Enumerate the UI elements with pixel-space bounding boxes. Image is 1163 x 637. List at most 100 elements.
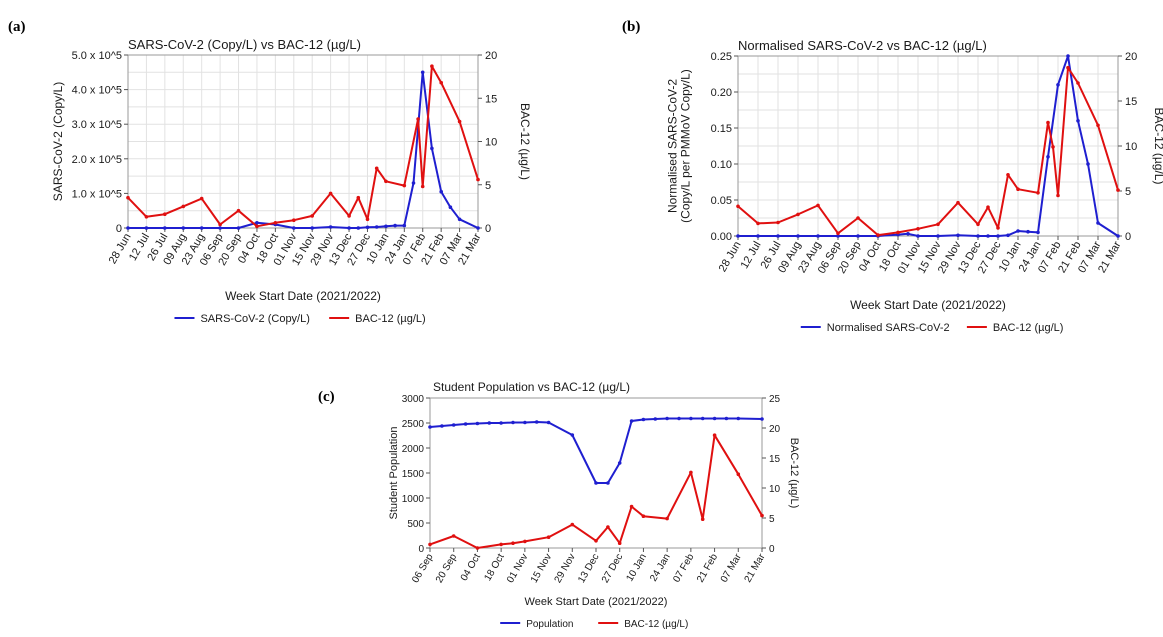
data-point <box>736 416 741 421</box>
data-point <box>347 226 351 230</box>
data-point <box>916 227 920 231</box>
y-axis-label-line: Student Population <box>388 427 400 520</box>
y2-tick-label: 15 <box>1125 96 1137 108</box>
data-point <box>570 433 575 437</box>
data-point <box>273 221 278 225</box>
data-point <box>760 417 764 421</box>
y-axis-label: Student Population <box>388 427 400 520</box>
data-point <box>1116 188 1120 192</box>
data-point <box>776 234 780 238</box>
series-right <box>736 65 1120 237</box>
data-point <box>712 433 717 438</box>
data-point <box>439 80 444 85</box>
data-point <box>606 481 610 485</box>
y-tick-label: 5.0 x 10^5 <box>72 50 122 62</box>
data-point <box>328 225 333 229</box>
y-tick-label: 2500 <box>402 419 425 430</box>
legend-label: SARS-CoV-2 (Copy/L) <box>200 313 309 325</box>
y-tick-label: 0.25 <box>711 51 732 63</box>
data-point <box>457 217 462 222</box>
data-point <box>411 181 416 185</box>
data-point <box>689 470 693 475</box>
data-point <box>1076 119 1080 123</box>
data-point <box>1086 162 1090 166</box>
data-point <box>1016 187 1020 191</box>
y2-tick-label: 15 <box>485 93 497 105</box>
panel-letter: (c) <box>318 389 335 405</box>
data-point <box>996 234 1000 238</box>
data-point <box>440 424 444 428</box>
data-point <box>665 516 669 521</box>
data-point <box>1066 54 1070 58</box>
data-point <box>428 425 432 429</box>
series-left <box>736 54 1120 238</box>
data-point <box>163 226 167 230</box>
data-point <box>457 119 462 124</box>
data-point <box>199 226 204 230</box>
chart-title: SARS-CoV-2 (Copy/L) vs BAC-12 (µg/L) <box>128 37 361 52</box>
data-point <box>1116 234 1120 238</box>
data-point <box>896 230 900 235</box>
data-point <box>487 421 492 425</box>
series-line <box>429 417 763 484</box>
data-point <box>736 204 740 209</box>
legend-label: BAC-12 (µg/L) <box>355 313 426 325</box>
series-left <box>428 416 764 485</box>
data-point <box>428 542 432 547</box>
y2-tick-label: 15 <box>769 454 781 465</box>
data-point <box>546 420 551 425</box>
data-point <box>144 215 149 219</box>
data-point <box>956 233 960 238</box>
data-point <box>641 417 646 422</box>
data-point <box>430 64 434 68</box>
data-point <box>236 208 241 213</box>
data-point <box>499 421 503 425</box>
data-point <box>1076 81 1080 85</box>
y2-tick-label: 20 <box>769 424 781 435</box>
data-point <box>1036 191 1040 195</box>
data-point <box>523 420 527 425</box>
y-tick-label: 2000 <box>402 444 425 455</box>
data-point <box>906 232 910 236</box>
series-right <box>126 64 480 229</box>
data-point <box>724 416 729 421</box>
data-point <box>996 226 1000 230</box>
series-right <box>428 433 764 550</box>
data-point <box>700 517 705 521</box>
data-point <box>356 195 361 200</box>
data-point <box>570 522 575 527</box>
series-line <box>127 65 479 228</box>
y2-tick-label: 0 <box>1125 231 1131 243</box>
data-point <box>310 214 315 218</box>
data-point <box>511 420 515 425</box>
data-point <box>776 220 780 225</box>
x-axis-label: Week Start Date (2021/2022) <box>850 298 1006 312</box>
legend-label: BAC-12 (µg/L) <box>624 619 688 630</box>
data-point <box>1006 233 1010 238</box>
data-point <box>606 525 610 529</box>
data-point <box>463 422 468 426</box>
data-point <box>876 233 880 237</box>
data-point <box>836 234 840 238</box>
panel-letter: (a) <box>8 19 26 35</box>
data-point <box>986 205 990 209</box>
data-point <box>255 221 259 225</box>
data-point <box>936 234 940 238</box>
data-point <box>1056 193 1060 198</box>
data-point <box>255 224 259 229</box>
data-point <box>451 534 456 538</box>
data-point <box>976 234 980 238</box>
y2-tick-label: 0 <box>485 223 491 235</box>
y2-tick-label: 25 <box>769 394 781 405</box>
data-point <box>1066 65 1070 70</box>
chart-title: Student Population vs BAC-12 (µg/L) <box>433 380 630 394</box>
x-axis-label: Week Start Date (2021/2022) <box>525 596 668 608</box>
data-point <box>629 504 634 509</box>
data-point <box>374 166 379 171</box>
data-point <box>451 423 456 427</box>
data-point <box>439 189 444 194</box>
data-point <box>653 417 658 421</box>
data-point <box>916 234 920 238</box>
y-tick-label: 0 <box>116 223 122 235</box>
